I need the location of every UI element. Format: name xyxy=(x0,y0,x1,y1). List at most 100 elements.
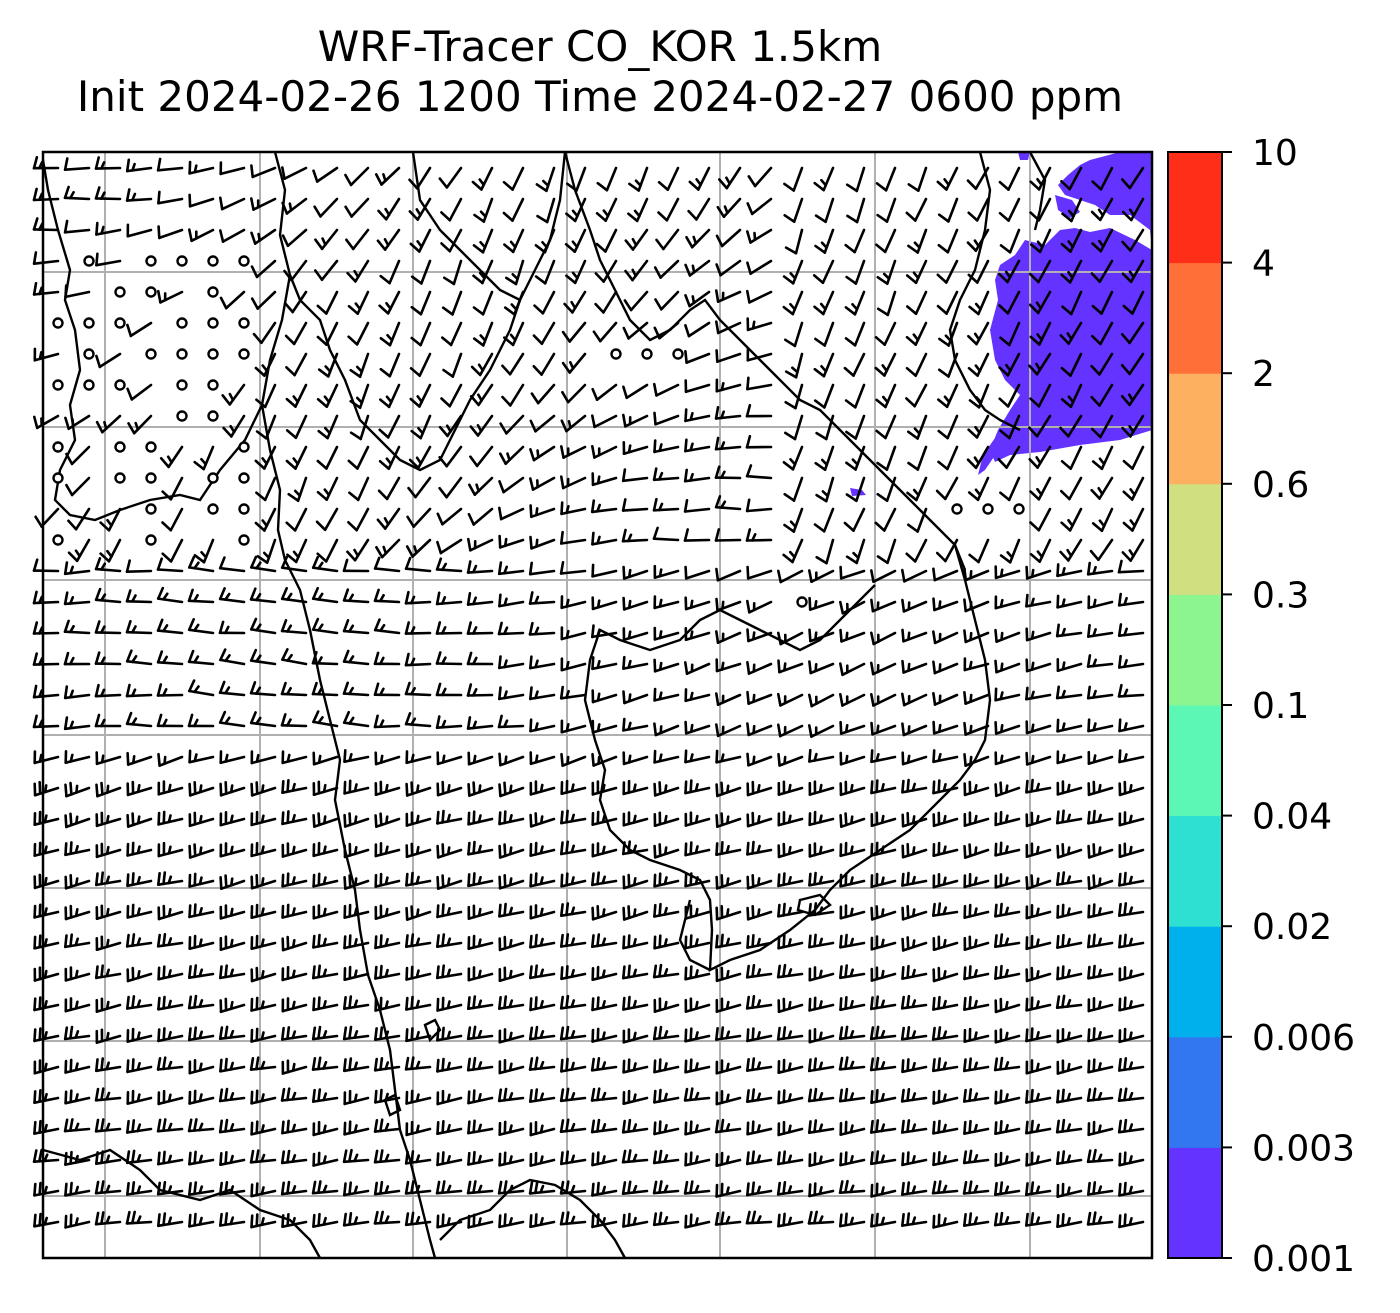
wind-barb xyxy=(316,476,339,502)
wind-barb xyxy=(783,476,804,502)
wind-barb xyxy=(343,1089,370,1106)
wind-barb xyxy=(1055,994,1083,1010)
wind-barb xyxy=(156,618,184,635)
wind-barb xyxy=(1087,1181,1114,1196)
wind-barb xyxy=(1059,538,1083,562)
wind-barb xyxy=(126,751,153,766)
title-line-2: Init 2024-02-26 1200 Time 2024-02-27 060… xyxy=(76,72,1124,121)
wind-barb xyxy=(33,780,60,797)
wind-barb xyxy=(404,681,432,697)
wind-barb xyxy=(405,750,432,765)
wind-barb xyxy=(64,812,91,829)
wind-barb xyxy=(1090,383,1114,407)
wind-barb xyxy=(901,811,928,828)
wind-barb xyxy=(281,1059,308,1075)
wind-barb xyxy=(67,538,91,563)
wind-barb xyxy=(560,414,587,433)
wind-barb xyxy=(715,933,742,949)
wind-barb xyxy=(1090,259,1114,284)
colorbar-tick-label: 2 xyxy=(1252,354,1275,395)
wind-barb xyxy=(963,995,990,1011)
wind-barb xyxy=(404,621,432,635)
wind-barb xyxy=(188,749,215,764)
wind-barb xyxy=(250,996,277,1012)
wind-barb xyxy=(622,995,649,1011)
wind-barb xyxy=(714,692,742,707)
wind-barb xyxy=(935,538,959,563)
wind-barb xyxy=(436,996,463,1012)
wind-barb xyxy=(901,751,928,766)
wind-barb xyxy=(63,185,91,201)
wind-barb xyxy=(188,1212,215,1228)
wind-barb xyxy=(188,903,215,919)
wind-barb xyxy=(342,558,370,573)
wind-barb xyxy=(64,749,91,765)
wind-barb xyxy=(595,197,618,222)
wind-barb xyxy=(64,781,91,798)
wind-barb xyxy=(684,841,711,857)
wind-barb xyxy=(219,161,246,176)
wind-barb xyxy=(1091,290,1114,315)
wind-barb xyxy=(994,781,1021,798)
calm-wind-circle xyxy=(176,379,188,391)
wind-barb xyxy=(844,383,866,409)
wind-barb xyxy=(32,621,60,635)
wind-barb xyxy=(313,259,339,282)
wind-barb xyxy=(869,1025,897,1041)
wind-barb xyxy=(405,538,432,558)
wind-barb xyxy=(813,352,835,378)
wind-barb xyxy=(714,436,742,451)
calm-wind-circle xyxy=(145,286,157,298)
wind-barb xyxy=(560,779,587,796)
wind-barb xyxy=(1056,750,1083,765)
wind-barb xyxy=(156,1118,184,1133)
wind-barb xyxy=(529,504,556,519)
wind-barb xyxy=(156,683,184,697)
wind-barb xyxy=(67,507,91,531)
wind-barb xyxy=(280,166,308,180)
wind-barb xyxy=(621,528,649,543)
wind-barb xyxy=(94,1180,122,1195)
wind-barb xyxy=(1056,842,1083,859)
wind-barb xyxy=(188,934,215,951)
wind-barb xyxy=(994,997,1021,1014)
wind-barb xyxy=(932,749,959,764)
calm-wind-circle xyxy=(238,317,250,329)
wind-barb xyxy=(560,752,587,767)
wind-barb xyxy=(311,617,339,635)
wind-barb xyxy=(64,284,91,299)
wind-barb xyxy=(777,934,804,950)
wind-barb xyxy=(1055,1118,1083,1134)
wind-barb xyxy=(652,1149,680,1165)
wind-barb xyxy=(435,1180,463,1195)
wind-barb xyxy=(405,965,432,981)
wind-barb xyxy=(622,1089,649,1105)
wind-barb xyxy=(374,904,401,920)
wind-barb xyxy=(33,1181,60,1197)
wind-barb xyxy=(815,414,835,441)
wind-barb xyxy=(405,995,432,1011)
wind-barb xyxy=(64,1058,91,1074)
wind-barb xyxy=(250,164,277,179)
wind-barb xyxy=(317,352,339,378)
tracer-plume-north xyxy=(1018,152,1030,160)
wind-barb xyxy=(745,403,773,418)
wind-barb xyxy=(125,711,153,728)
wind-barb xyxy=(623,290,649,312)
wind-barb xyxy=(503,228,525,254)
wind-barb xyxy=(529,996,556,1012)
wind-barb xyxy=(219,780,246,797)
wind-barb xyxy=(409,352,432,378)
wind-barb xyxy=(95,781,122,798)
wind-barb xyxy=(624,259,649,282)
wind-barb xyxy=(653,321,680,340)
colorbar-tick-label: 4 xyxy=(1252,244,1275,285)
wind-barb xyxy=(905,321,928,347)
wind-barb xyxy=(1086,1211,1114,1226)
wind-barb xyxy=(715,904,742,921)
wind-barb xyxy=(1056,1088,1083,1104)
wind-barb xyxy=(281,810,308,826)
wind-barb xyxy=(404,590,432,605)
wind-barb xyxy=(284,321,308,346)
wind-barb xyxy=(346,538,370,562)
